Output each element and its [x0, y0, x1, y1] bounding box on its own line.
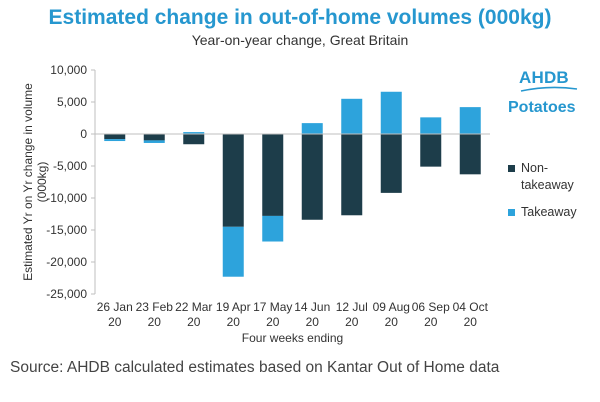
chart-title: Estimated change in out-of-home volumes … [48, 6, 552, 29]
legend-label: Takeaway [521, 205, 577, 219]
x-tick-label: 26 Jan 20 [97, 300, 133, 329]
y-tick-label: 0 [80, 127, 87, 141]
bar-takeaway-6 [301, 123, 323, 134]
bar-non-takeaway-9 [420, 134, 442, 167]
legend-swatch [508, 165, 515, 172]
bar-non-takeaway-1 [104, 134, 126, 140]
bar-takeaway-9 [420, 117, 442, 134]
chart-area: 10,000 5,000 0 -5,000 -10,000 -15,000 -20,000 -… [21, 63, 490, 345]
logo-swoosh-icon [520, 86, 578, 92]
bar-takeaway-3 [183, 132, 205, 134]
bar-non-takeaway-7 [341, 134, 363, 216]
legend-label: Non-takeaway [521, 161, 574, 192]
bar-takeaway-5 [262, 215, 284, 242]
bar-takeaway-2 [143, 140, 165, 143]
bar-non-takeaway-2 [143, 134, 165, 141]
x-tick-label: 09 Aug 20 [373, 300, 410, 329]
bar-non-takeaway-4 [222, 134, 244, 227]
y-axis: 10,000 5,000 0 -5,000 -10,000 -15,000 -20,000 -… [46, 63, 95, 301]
y-tick-label: -10,000 [46, 191, 87, 205]
x-tick-label: 06 Sep 20 [412, 300, 450, 329]
y-tick-label: -20,000 [46, 255, 87, 269]
bar-non-takeaway-10 [459, 134, 481, 175]
bar-non-takeaway-6 [301, 134, 323, 220]
x-tick-label: 23 Feb 20 [136, 300, 174, 329]
x-tick-label: 14 Jun 20 [294, 300, 330, 329]
y-tick-label: 5,000 [57, 95, 87, 109]
y-tick-label: -5,000 [53, 159, 87, 173]
x-axis-label: Four weeks ending [242, 331, 343, 345]
x-tick-label: 19 Apr 20 [216, 300, 251, 329]
bar-takeaway-8 [380, 91, 402, 134]
y-axis-label: Estimated Yr on Yr change in volume(000k… [21, 83, 49, 281]
bars [104, 91, 481, 277]
bar-takeaway-7 [341, 98, 363, 134]
x-tick-label: 12 Jul 20 [336, 300, 368, 329]
bar-takeaway-1 [104, 139, 126, 142]
bar-non-takeaway-5 [262, 134, 284, 216]
logo-tagline: Potatoes [508, 99, 576, 116]
bar-non-takeaway-3 [183, 134, 205, 145]
source-note: Source: AHDB calculated estimates based … [10, 359, 500, 376]
legend-swatch [508, 209, 515, 216]
logo-text: AHDB [519, 68, 569, 87]
y-tick-label: -15,000 [46, 223, 87, 237]
y-tick-label: -25,000 [46, 287, 87, 301]
chart-subtitle: Year-on-year change, Great Britain [191, 32, 409, 48]
bar-takeaway-10 [459, 107, 481, 134]
ahdb-logo: AHDB [519, 68, 579, 92]
bar-non-takeaway-8 [380, 134, 402, 193]
x-tick-label: 22 Mar 20 [175, 300, 212, 329]
x-tick-label: 17 May 20 [253, 300, 292, 329]
bar-takeaway-4 [222, 226, 244, 277]
x-tick-label: 04 Oct 20 [453, 300, 489, 329]
y-tick-label: 10,000 [50, 63, 87, 77]
